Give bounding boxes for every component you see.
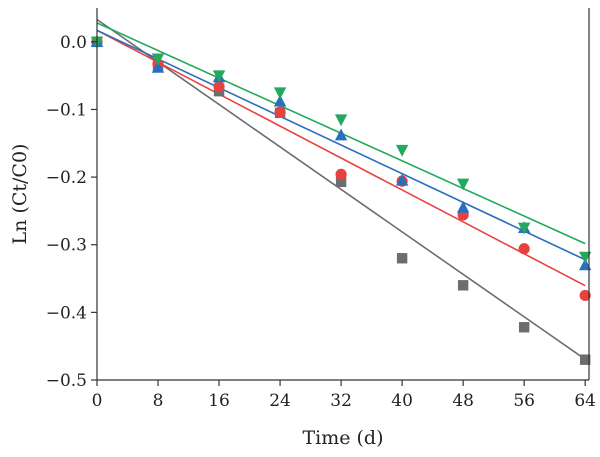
data-point-square (518, 322, 530, 333)
data-point-triangle-up (456, 200, 470, 213)
x-tick-label: 56 (513, 391, 535, 411)
data-point-square (457, 280, 469, 291)
data-point-triangle-down (151, 53, 165, 66)
x-tick-label: 8 (153, 391, 164, 411)
data-point-circle (518, 243, 530, 255)
data-point-circle (335, 168, 347, 180)
axes (96, 8, 590, 381)
data-point-circle (213, 80, 225, 93)
data-point-triangle-down (334, 114, 348, 127)
data-point-triangle-down (456, 178, 470, 191)
data-point-triangle-up (334, 128, 348, 141)
data-point-triangle-up (578, 258, 592, 271)
data-point-triangle-down (212, 70, 226, 83)
data-point-triangle-down (273, 87, 287, 100)
x-axis-title: Time (d) (302, 427, 383, 449)
y-tick-label: −0.5 (46, 371, 87, 391)
y-tick-label: 0.0 (60, 33, 87, 53)
fit-line (96, 29, 586, 261)
x-tick-label: 24 (269, 391, 291, 411)
data-point-circle (274, 106, 286, 118)
x-tick-label: 0 (92, 391, 103, 411)
x-tick-label: 32 (330, 391, 352, 411)
x-tick-label: 48 (452, 391, 474, 411)
y-tick-label: −0.1 (46, 100, 87, 120)
x-ticks: 0 8 16 24 32 40 48 56 64 (92, 380, 596, 411)
data-markers (90, 35, 592, 365)
data-point-circle (579, 289, 591, 302)
fit-lines (96, 18, 586, 360)
y-axis-title: Ln (Ct/C0) (9, 144, 31, 245)
data-point-triangle-down (517, 222, 531, 235)
x-tick-label: 64 (574, 391, 596, 411)
y-tick-label: −0.4 (46, 303, 87, 323)
data-point-triangle-up (151, 60, 165, 73)
fit-line (96, 29, 586, 287)
y-tick-label: −0.2 (46, 168, 87, 188)
data-point-square (396, 253, 408, 264)
data-point-triangle-down (395, 144, 409, 157)
data-point-triangle-up (273, 94, 287, 107)
data-point-triangle-down (578, 251, 592, 264)
x-tick-label: 16 (208, 391, 230, 411)
x-tick-label: 40 (391, 391, 413, 411)
data-point-square (579, 354, 591, 365)
data-point-square (335, 176, 347, 188)
data-point-triangle-up (395, 173, 409, 186)
y-ticks: 0.0 −0.1 −0.2 −0.3 −0.4 −0.5 (46, 33, 97, 391)
y-tick-label: −0.3 (46, 236, 87, 256)
fit-line (96, 18, 586, 360)
